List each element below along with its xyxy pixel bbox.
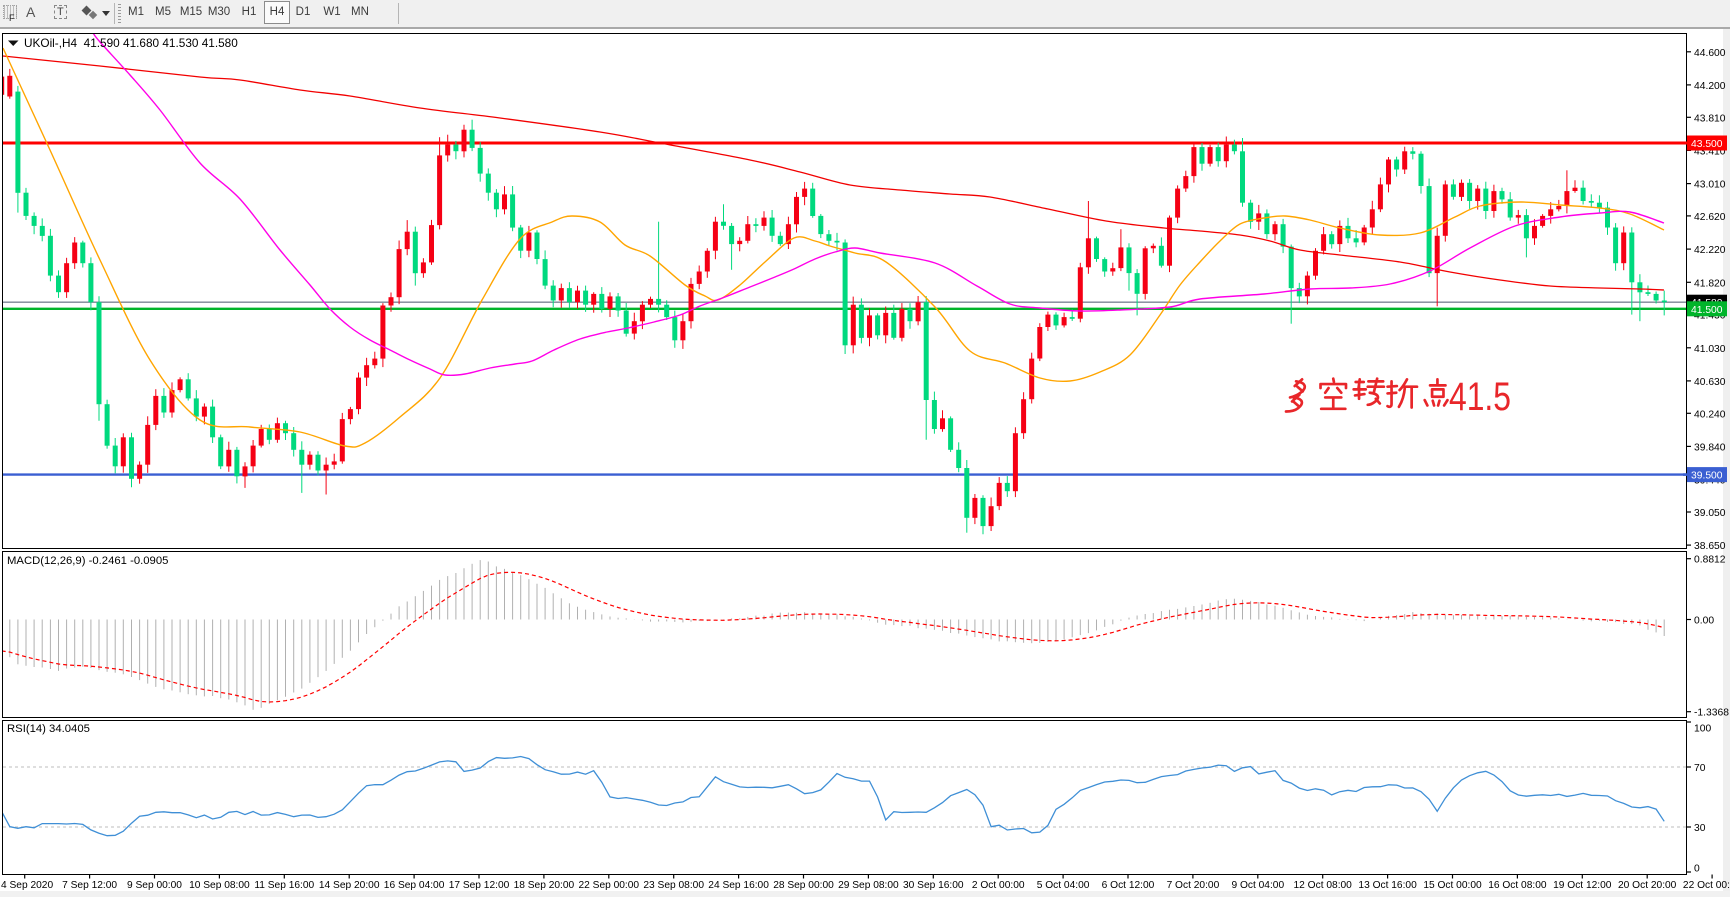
svg-text:10 Sep 08:00: 10 Sep 08:00 xyxy=(189,880,250,891)
svg-text:RSI(14) 34.0405: RSI(14) 34.0405 xyxy=(7,723,90,735)
svg-text:0.00: 0.00 xyxy=(1694,616,1714,627)
svg-text:16 Oct 08:00: 16 Oct 08:00 xyxy=(1488,880,1547,891)
svg-text:39.500: 39.500 xyxy=(1691,471,1723,482)
svg-text:44.600: 44.600 xyxy=(1694,48,1726,59)
svg-text:41.5: 41.5 xyxy=(1449,375,1511,419)
svg-text:23 Sep 08:00: 23 Sep 08:00 xyxy=(643,880,704,891)
svg-text:14 Sep 20:00: 14 Sep 20:00 xyxy=(319,880,380,891)
svg-text:12 Oct 08:00: 12 Oct 08:00 xyxy=(1294,880,1353,891)
svg-text:43.010: 43.010 xyxy=(1694,180,1726,191)
svg-text:9 Sep 00:00: 9 Sep 00:00 xyxy=(127,880,182,891)
svg-text:-1.3368: -1.3368 xyxy=(1694,708,1729,719)
svg-text:40.630: 40.630 xyxy=(1694,377,1726,388)
svg-text:5 Oct 04:00: 5 Oct 04:00 xyxy=(1037,880,1090,891)
svg-text:28 Sep 00:00: 28 Sep 00:00 xyxy=(773,880,834,891)
svg-text:41.030: 41.030 xyxy=(1694,344,1726,355)
svg-text:7 Sep 12:00: 7 Sep 12:00 xyxy=(62,880,117,891)
svg-text:7 Oct 20:00: 7 Oct 20:00 xyxy=(1167,880,1220,891)
svg-text:16 Sep 04:00: 16 Sep 04:00 xyxy=(384,880,445,891)
svg-text:20 Oct 20:00: 20 Oct 20:00 xyxy=(1618,880,1677,891)
svg-text:6 Oct 12:00: 6 Oct 12:00 xyxy=(1102,880,1155,891)
svg-text:11 Sep 16:00: 11 Sep 16:00 xyxy=(254,880,314,891)
svg-text:17 Sep 12:00: 17 Sep 12:00 xyxy=(449,880,510,891)
svg-text:42.620: 42.620 xyxy=(1694,212,1726,223)
svg-text:42.220: 42.220 xyxy=(1694,245,1726,256)
svg-text:40.240: 40.240 xyxy=(1694,409,1726,420)
svg-text:22 Sep 00:00: 22 Sep 00:00 xyxy=(578,880,639,891)
svg-text:39.840: 39.840 xyxy=(1694,442,1726,453)
svg-text:0: 0 xyxy=(1694,864,1700,875)
svg-text:30: 30 xyxy=(1694,823,1706,834)
svg-text:41.820: 41.820 xyxy=(1694,278,1726,289)
svg-text:0.8812: 0.8812 xyxy=(1694,555,1726,566)
svg-text:43.810: 43.810 xyxy=(1694,113,1726,124)
svg-text:70: 70 xyxy=(1694,763,1706,774)
svg-text:44.200: 44.200 xyxy=(1694,81,1726,92)
svg-text:100: 100 xyxy=(1694,724,1711,735)
svg-text:13 Oct 16:00: 13 Oct 16:00 xyxy=(1358,880,1417,891)
svg-text:22 Oct 00:00: 22 Oct 00:00 xyxy=(1683,880,1730,891)
svg-text:43.500: 43.500 xyxy=(1691,139,1723,150)
svg-text:UKOil-,H4 41.590 41.680 41.53: UKOil-,H4 41.590 41.680 41.530 41.580 xyxy=(24,36,238,50)
svg-text:38.650: 38.650 xyxy=(1694,541,1726,552)
svg-text:4 Sep 2020: 4 Sep 2020 xyxy=(1,880,53,891)
svg-text:39.050: 39.050 xyxy=(1694,508,1726,519)
svg-text:41.500: 41.500 xyxy=(1691,305,1723,316)
svg-text:MACD(12,26,9) -0.2461 -0.0905: MACD(12,26,9) -0.2461 -0.0905 xyxy=(7,555,168,567)
svg-text:29 Sep 08:00: 29 Sep 08:00 xyxy=(838,880,899,891)
svg-text:43.410: 43.410 xyxy=(1694,146,1726,157)
svg-text:2 Oct 00:00: 2 Oct 00:00 xyxy=(972,880,1025,891)
svg-text:24 Sep 16:00: 24 Sep 16:00 xyxy=(708,880,769,891)
svg-text:18 Sep 20:00: 18 Sep 20:00 xyxy=(514,880,575,891)
svg-text:9 Oct 04:00: 9 Oct 04:00 xyxy=(1231,880,1284,891)
svg-text:15 Oct 00:00: 15 Oct 00:00 xyxy=(1423,880,1482,891)
svg-text:19 Oct 12:00: 19 Oct 12:00 xyxy=(1553,880,1612,891)
svg-text:30 Sep 16:00: 30 Sep 16:00 xyxy=(903,880,964,891)
